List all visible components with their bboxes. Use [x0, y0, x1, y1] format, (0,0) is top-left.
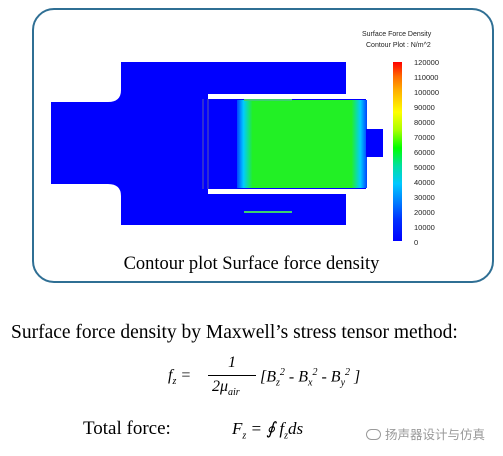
- legend-tick-label: 60000: [414, 148, 435, 157]
- force-density-equation: fz = 1 2μair [Bz2 - Bx2 - By2 ]: [160, 352, 380, 402]
- top-plate: [203, 62, 346, 99]
- method-text: Surface force density by Maxwell’s stres…: [11, 322, 458, 343]
- coil-region: [237, 100, 367, 188]
- figure-caption: Contour plot Surface force density: [123, 254, 380, 274]
- legend-tick-label: 90000: [414, 103, 435, 112]
- bottom-plate: [203, 189, 346, 225]
- legend-subtitle: Contour Plot : N/m^2: [366, 42, 431, 49]
- eq-fraction-bar: [208, 375, 256, 376]
- legend-tick-label: 20000: [414, 208, 435, 217]
- strip-bottom: [244, 211, 292, 213]
- legend-title: Surface Force Density: [362, 31, 432, 38]
- pole-body: [51, 62, 203, 225]
- eq-numerator: 1: [228, 354, 236, 371]
- legend-tick-label: 50000: [414, 163, 435, 172]
- strip-top: [244, 99, 292, 101]
- gap-bottom: [208, 189, 366, 194]
- chat-icon: [366, 429, 381, 440]
- eq-rhs: [Bz2 - Bx2 - By2 ]: [260, 367, 361, 389]
- legend-tick-label: 100000: [414, 88, 440, 97]
- eq-lhs: fz =: [168, 367, 192, 388]
- legend-tick-label: 40000: [414, 178, 435, 187]
- legend-tick-label: 110000: [414, 73, 439, 82]
- legend-color-bar: [393, 62, 402, 241]
- legend-tick-label: 10000: [414, 223, 435, 232]
- eq-denominator: 2μair: [212, 378, 240, 399]
- right-cap: [366, 129, 383, 157]
- legend-tick-label: 80000: [414, 118, 435, 127]
- total-force-equation: Fz = ∮ fzds: [232, 419, 304, 442]
- legend-tick-label: 0: [414, 238, 419, 247]
- legend-tick-label: 120000: [414, 58, 440, 67]
- contour-plot: [51, 62, 383, 225]
- legend-tick-label: 70000: [414, 133, 435, 142]
- watermark: 扬声器设计与仿真: [366, 424, 485, 443]
- total-force-label: Total force:: [83, 418, 171, 439]
- legend-tick-label: 30000: [414, 193, 435, 202]
- gap-top: [208, 94, 366, 99]
